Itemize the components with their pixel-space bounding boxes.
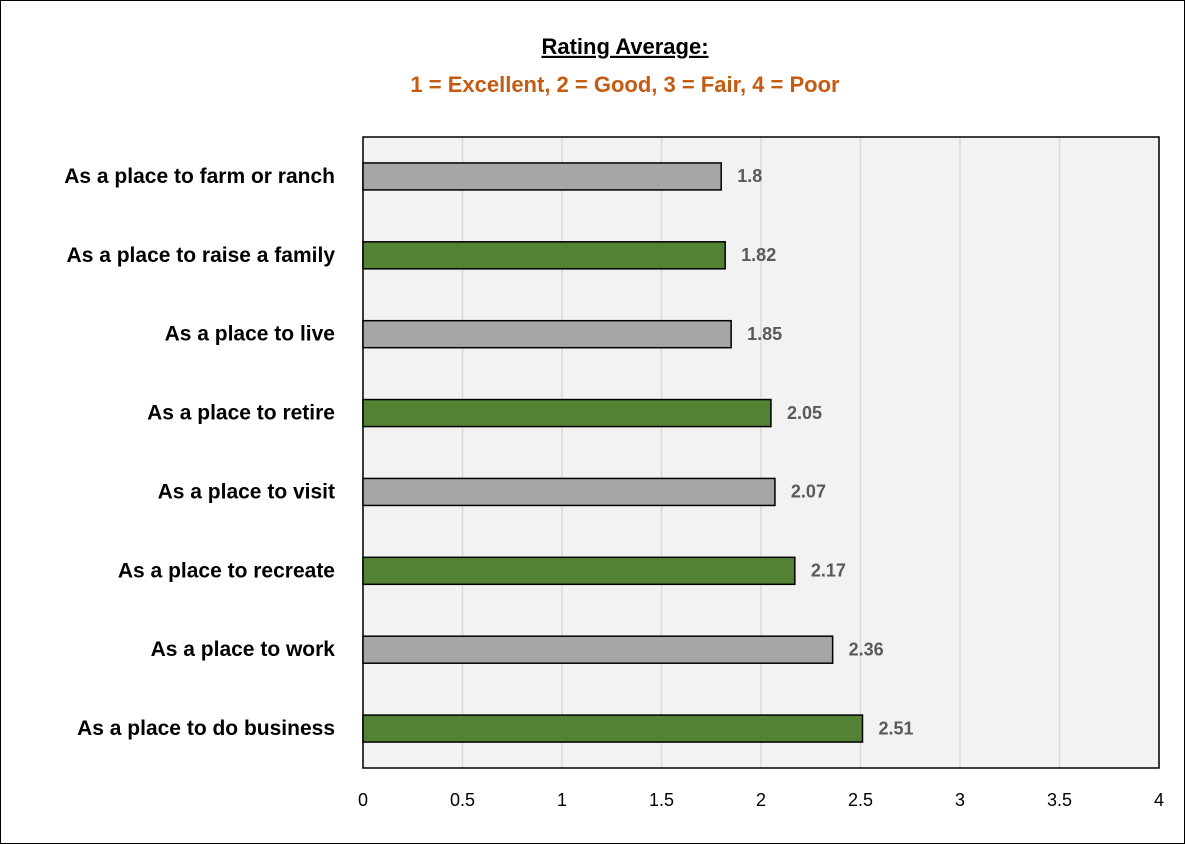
x-tick-label: 1 [557,790,567,810]
x-tick-label: 2.5 [848,790,873,810]
data-label: 1.85 [747,324,782,344]
y-tick-label: As a place to do business [77,717,335,740]
x-tick-label: 3.5 [1047,790,1072,810]
chart-title: Rating Average: [541,34,708,59]
bar [362,319,732,349]
bar [362,635,834,664]
bar [362,714,864,743]
y-tick-label: As a place to raise a family [67,244,336,267]
x-tick-label: 4 [1154,790,1164,810]
y-tick-label: As a place to recreate [118,559,335,582]
data-label: 2.05 [787,403,822,423]
data-label: 2.17 [811,561,846,581]
bar [362,477,776,507]
data-label: 1.82 [741,245,776,265]
bar [362,241,726,270]
y-tick-label: As a place to farm or ranch [64,165,335,188]
chart-subtitle: 1 = Excellent, 2 = Good, 3 = Fair, 4 = P… [410,72,840,97]
data-label: 2.36 [849,639,884,659]
plot-border [362,136,1160,769]
y-tick-label: As a place to work [151,638,336,661]
data-label: 1.8 [737,166,762,186]
bar [362,398,772,428]
x-tick-label: 3 [955,790,965,810]
bar [362,162,722,191]
bar [362,556,796,586]
x-tick-label: 1.5 [649,790,674,810]
y-tick-label: As a place to live [165,323,335,346]
x-tick-label: 2 [756,790,766,810]
data-label: 2.07 [791,482,826,502]
y-tick-label: As a place to visit [158,480,335,503]
data-label: 2.51 [878,718,913,738]
y-tick-label: As a place to retire [147,402,335,425]
x-tick-label: 0 [358,790,368,810]
x-tick-label: 0.5 [450,790,475,810]
